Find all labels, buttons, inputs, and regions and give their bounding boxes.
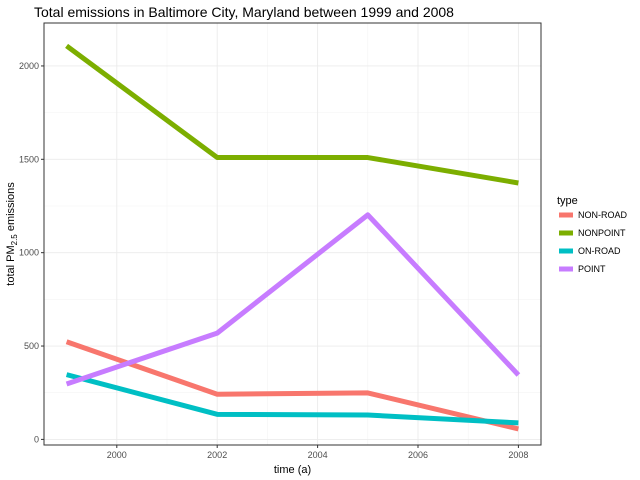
legend-label-non-road: NON-ROAD bbox=[578, 210, 627, 220]
x-tick-label: 2008 bbox=[508, 450, 528, 460]
series-line-nonpoint bbox=[65, 43, 519, 186]
legend-label-nonpoint: NONPOINT bbox=[578, 228, 626, 238]
y-axis-title-prefix: total PM bbox=[5, 245, 17, 285]
series-line-on-road bbox=[65, 372, 519, 426]
series-lines bbox=[65, 43, 521, 432]
y-tick-label: 500 bbox=[24, 341, 39, 351]
x-tick-label: 2000 bbox=[107, 450, 127, 460]
y-axis-title: total PM2.5 emissions bbox=[5, 182, 19, 286]
series-line-non-road bbox=[65, 339, 519, 432]
legend: type NON-ROAD NONPOINT ON-ROAD POINT bbox=[557, 195, 627, 274]
series-line-point bbox=[65, 212, 521, 387]
chart-title: Total emissions in Baltimore City, Maryl… bbox=[34, 4, 454, 20]
plot-panel-border bbox=[43, 22, 542, 446]
y-axis-title-suffix: emissions bbox=[5, 182, 17, 234]
legend-label-on-road: ON-ROAD bbox=[578, 246, 621, 256]
y-tick-label: 1500 bbox=[19, 154, 39, 164]
x-tick-label: 2006 bbox=[408, 450, 428, 460]
y-tick-label: 1000 bbox=[19, 248, 39, 258]
y-axis-title-subscript: 2.5 bbox=[10, 234, 19, 246]
x-tick-label: 2002 bbox=[207, 450, 227, 460]
axes: 2000 2002 2004 2006 2008 0 500 1000 1500 2000 bbox=[19, 61, 528, 460]
y-tick-label: 0 bbox=[34, 434, 39, 444]
y-tick-label: 2000 bbox=[19, 61, 39, 71]
x-tick-label: 2004 bbox=[308, 450, 328, 460]
legend-label-point: POINT bbox=[578, 264, 606, 274]
x-axis-title: time (a) bbox=[274, 464, 311, 476]
legend-title: type bbox=[557, 195, 578, 207]
